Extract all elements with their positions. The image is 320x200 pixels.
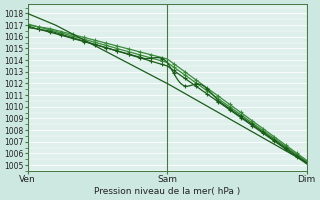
X-axis label: Pression niveau de la mer( hPa ): Pression niveau de la mer( hPa ) <box>94 187 240 196</box>
